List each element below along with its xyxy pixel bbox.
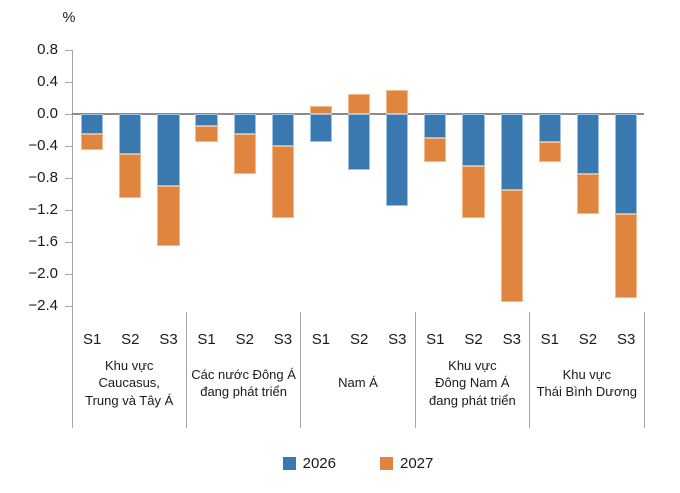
bar-2027-group4-s2 <box>462 166 485 218</box>
x-axis-scenario-label: S2 <box>464 331 483 348</box>
bar-2026-group4-s3 <box>500 114 523 190</box>
x-axis-group-label: Khu vực Caucasus, Trung và Tây Á <box>72 352 186 414</box>
bar-2027-group5-s1 <box>538 142 561 162</box>
bar-2027-group3-s2 <box>348 94 371 114</box>
x-axis-group-label-line: Caucasus, <box>98 375 160 391</box>
y-axis-tick-label: −1.2 <box>28 201 58 218</box>
x-axis-group-label-line: Khu vực <box>104 357 154 373</box>
x-axis-scenario-label: S3 <box>273 331 293 348</box>
bar-2027-group1-s1 <box>81 134 104 150</box>
y-axis-unit-label: % <box>62 10 76 26</box>
x-axis-scenario-label: S2 <box>578 331 598 348</box>
x-axis-scenario-label: S2 <box>121 331 140 348</box>
x-axis-scenario-label: S1 <box>82 331 102 348</box>
group-divider <box>300 312 302 428</box>
bar-2027-group4-s3 <box>500 190 523 302</box>
bar-2026-group1-s3 <box>157 114 180 186</box>
bar-2027-group2-s2 <box>233 134 256 174</box>
x-axis-group-label-line: Thái Bình Dương <box>536 384 637 399</box>
bar-2026-group1-s1 <box>81 114 104 134</box>
x-axis-scenario-label: S1 <box>197 331 216 348</box>
legend-swatch-2027 <box>380 456 393 470</box>
y-axis-tick-label: −0.8 <box>28 169 58 186</box>
bar-2027-group1-s3 <box>157 186 180 246</box>
x-axis-scenario-label: S1 <box>426 331 445 348</box>
bar-2026-group2-s3 <box>271 114 295 146</box>
y-axis-tick <box>65 209 72 211</box>
x-axis-scenario-label: S2 <box>235 331 254 348</box>
bar-2027-group5-s3 <box>615 214 638 298</box>
legend-label-2026: 2026 <box>302 454 336 472</box>
x-axis-scenario-label: S1 <box>540 331 559 348</box>
y-axis-tick <box>65 113 72 115</box>
x-axis-group-label: Khu vực Thái Bình Dương <box>530 352 644 414</box>
x-axis-group-label-line: Trung và Tây Á <box>85 392 174 408</box>
bar-2026-group4-s2 <box>462 114 485 166</box>
bar-2027-group2-s3 <box>271 146 295 218</box>
bar-2026-group5-s3 <box>615 114 638 214</box>
x-axis-scenario-label: S3 <box>616 331 636 348</box>
y-axis-tick-label: 0.0 <box>37 105 58 122</box>
bar-2027-group3-s3 <box>386 90 409 114</box>
bar-2027-group3-s1 <box>309 106 333 114</box>
bar-2027-group4-s1 <box>424 138 447 162</box>
group-divider <box>529 312 531 428</box>
y-axis-tick <box>65 241 72 243</box>
bar-2026-group5-s1 <box>538 114 561 142</box>
y-axis-tick-label: 0.4 <box>37 73 58 90</box>
group-divider <box>185 312 187 428</box>
bar-2026-group3-s1 <box>309 114 333 142</box>
legend-label-2027: 2027 <box>400 454 434 472</box>
bar-2027-group2-s1 <box>195 126 218 142</box>
y-axis-tick <box>65 145 72 147</box>
group-divider <box>414 312 416 428</box>
x-axis-group-label: Các nước Đông Á đang phát triển <box>186 352 300 414</box>
y-axis-tick-label: −2.4 <box>28 297 58 314</box>
bar-2027-group1-s2 <box>119 154 142 198</box>
x-axis-group-label-line: Nam Á <box>338 375 378 391</box>
x-axis-scenario-label: S1 <box>311 331 331 348</box>
legend-item-2027: 2027 <box>380 455 433 472</box>
y-axis-tick <box>65 177 72 179</box>
y-axis-tick-label: 0.8 <box>37 41 58 58</box>
y-axis-line <box>72 50 73 428</box>
legend-item-2026: 2026 <box>282 454 336 472</box>
y-axis-tick-label: −2.0 <box>28 265 58 282</box>
x-axis-group-label-line: Đông Nam Á <box>435 375 510 391</box>
x-axis-group-label-line: Khu vực <box>448 357 497 373</box>
y-axis-tick <box>65 305 72 307</box>
x-axis-group-label: Nam Á <box>301 352 415 414</box>
x-axis-group-label-line: đang phát triển <box>429 392 516 408</box>
legend: 2026 2027 <box>72 452 644 474</box>
y-axis-tick <box>65 49 72 51</box>
bar-2026-group1-s2 <box>119 114 142 154</box>
bar-2026-group4-s1 <box>424 114 447 138</box>
x-axis-group-label-line: đang phát triển <box>200 384 287 399</box>
y-axis-tick <box>65 273 72 275</box>
x-axis-scenario-label: S3 <box>159 331 178 348</box>
bar-2026-group2-s1 <box>195 114 218 126</box>
x-axis-group-label-line: Khu vực <box>562 366 612 382</box>
group-divider <box>643 312 645 428</box>
bar-2027-group5-s2 <box>576 174 600 214</box>
x-axis-scenario-label: S3 <box>388 331 407 348</box>
x-axis-scenario-label: S2 <box>349 331 369 348</box>
legend-swatch-2026 <box>282 456 296 470</box>
x-axis-group-label-line: Các nước Đông Á <box>191 366 296 382</box>
bar-2026-group3-s3 <box>386 114 409 206</box>
bar-2026-group2-s2 <box>233 114 256 134</box>
y-axis-tick-label: −0.4 <box>28 137 58 154</box>
bar-2026-group5-s2 <box>576 114 600 174</box>
y-axis-tick-label: −1.6 <box>28 233 58 250</box>
x-axis-scenario-label: S3 <box>502 331 521 348</box>
bar-2026-group3-s2 <box>348 114 371 170</box>
y-axis-tick <box>65 81 72 83</box>
